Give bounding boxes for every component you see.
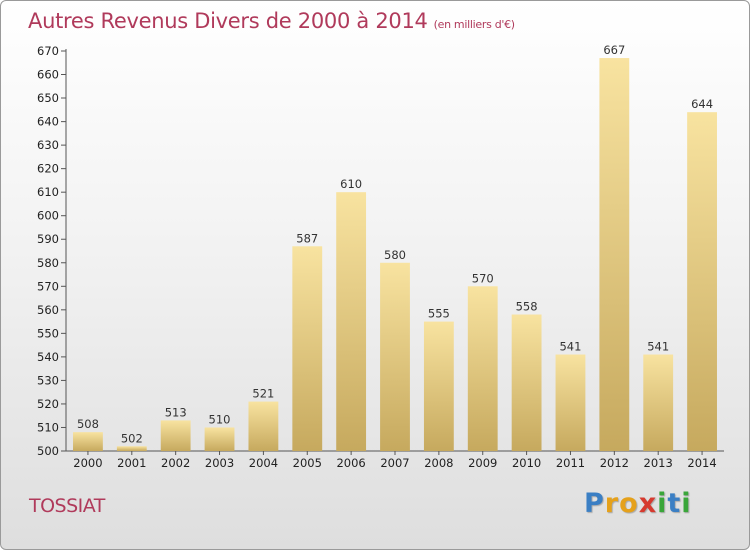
logo-letter: r <box>604 488 620 519</box>
y-tick-label: 630 <box>37 138 59 152</box>
proxiti-logo: Proxiti <box>584 488 692 519</box>
data-label: 610 <box>340 177 362 191</box>
data-label: 570 <box>472 271 494 285</box>
bar <box>336 192 367 452</box>
bar <box>73 432 103 451</box>
data-label: 508 <box>77 417 99 431</box>
data-label: 510 <box>209 412 231 426</box>
y-tick-label: 550 <box>37 326 59 340</box>
data-label: 644 <box>691 97 713 111</box>
bar <box>423 321 454 451</box>
bar <box>204 427 235 451</box>
x-tick-label: 2012 <box>600 456 629 470</box>
y-tick-label: 580 <box>37 256 59 270</box>
x-tick-label: 2005 <box>293 456 322 470</box>
y-tick-label: 640 <box>37 115 59 129</box>
bar <box>116 446 147 451</box>
y-tick-label: 500 <box>37 444 59 458</box>
x-tick-label: 2013 <box>644 456 673 470</box>
bar <box>555 354 586 451</box>
bar <box>599 58 630 451</box>
logo-letter: i <box>657 488 668 519</box>
data-label: 521 <box>252 387 274 401</box>
chart-title-text: Autres Revenus Divers de 2000 à 2014 <box>28 9 428 33</box>
x-tick-label: 2009 <box>468 456 497 470</box>
x-tick-label: 2008 <box>424 456 453 470</box>
x-tick-label: 2003 <box>205 456 234 470</box>
data-label: 541 <box>647 340 669 354</box>
data-label: 541 <box>559 340 581 354</box>
y-tick-label: 540 <box>37 350 59 364</box>
bar <box>687 112 717 452</box>
data-label: 587 <box>296 231 318 245</box>
x-tick-label: 2007 <box>380 456 409 470</box>
data-label: 555 <box>428 307 450 321</box>
logo-letter: P <box>584 488 605 519</box>
bar <box>292 246 323 451</box>
y-tick-label: 510 <box>37 420 59 434</box>
x-tick-label: 2006 <box>336 456 365 470</box>
y-tick-label: 560 <box>37 303 59 317</box>
y-tick-label: 600 <box>37 209 59 223</box>
x-tick-label: 2010 <box>512 456 541 470</box>
data-label: 513 <box>165 405 187 419</box>
bar <box>380 262 410 451</box>
x-tick-label: 2000 <box>73 456 102 470</box>
chart-title: Autres Revenus Divers de 2000 à 2014 (en … <box>28 9 515 33</box>
bar <box>248 401 279 451</box>
y-tick-label: 520 <box>37 397 59 411</box>
bar <box>511 314 542 451</box>
y-tick-label: 650 <box>37 91 59 105</box>
bar <box>160 420 191 451</box>
logo-letter: t <box>667 488 682 519</box>
x-tick-label: 2001 <box>117 456 146 470</box>
data-label: 667 <box>603 43 625 57</box>
y-tick-label: 670 <box>37 44 59 58</box>
y-tick-label: 620 <box>37 162 59 176</box>
data-label: 558 <box>516 300 538 314</box>
place-name: TOSSIAT <box>29 495 105 517</box>
logo-letter: i <box>681 488 692 519</box>
y-tick-label: 610 <box>37 185 59 199</box>
y-tick-label: 660 <box>37 68 59 82</box>
logo-letter: x <box>638 488 658 519</box>
y-tick-label: 570 <box>37 279 59 293</box>
x-tick-label: 2002 <box>161 456 190 470</box>
logo-letter: o <box>619 488 639 519</box>
bar <box>643 354 674 451</box>
chart-subtitle: (en milliers d'€) <box>433 18 515 31</box>
x-tick-label: 2011 <box>556 456 585 470</box>
x-tick-label: 2014 <box>687 456 716 470</box>
y-tick-label: 530 <box>37 373 59 387</box>
x-tick-label: 2004 <box>249 456 278 470</box>
data-label: 502 <box>121 431 143 445</box>
data-label: 580 <box>384 248 406 262</box>
bar <box>467 286 498 451</box>
y-tick-label: 590 <box>37 232 59 246</box>
